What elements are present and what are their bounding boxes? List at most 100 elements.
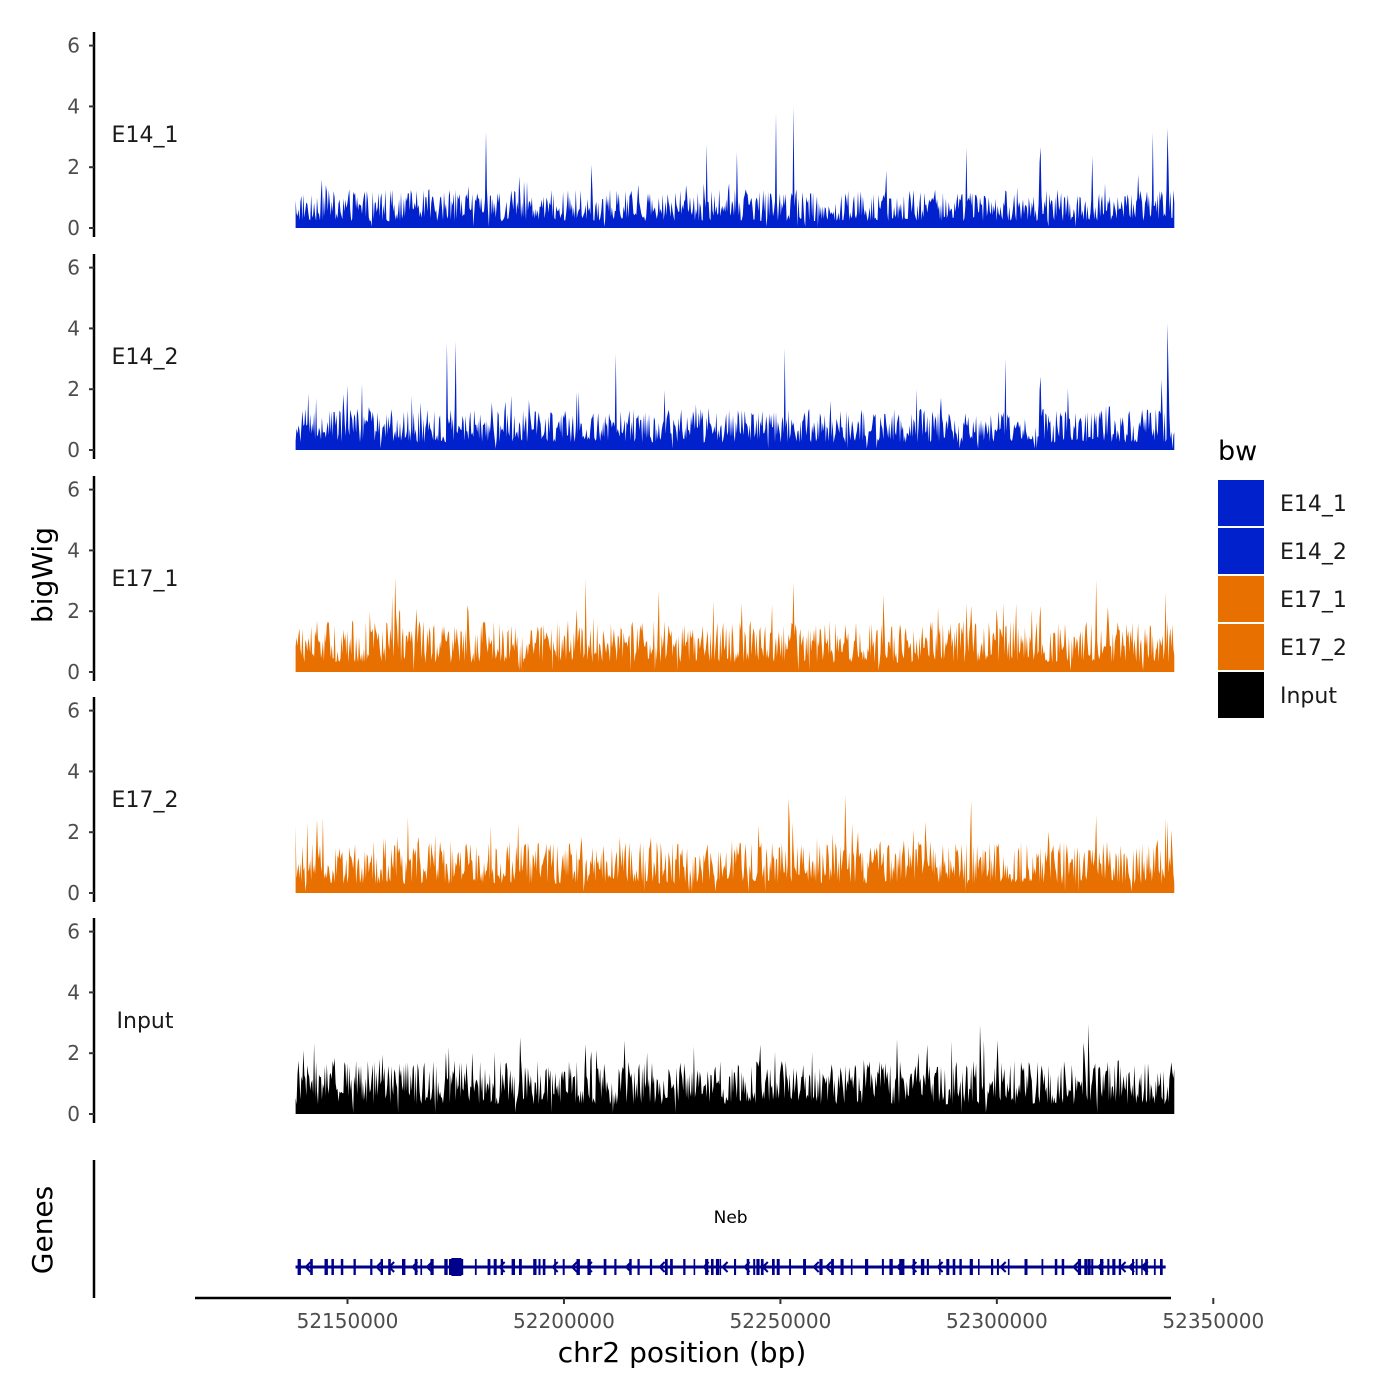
track-Input: 0 2 4 6 Input	[67, 918, 1175, 1126]
exon	[310, 1259, 313, 1275]
legend-label: E17_1	[1280, 588, 1347, 613]
y-tick-label: 6	[67, 478, 80, 502]
y-tick-label: 4	[67, 980, 80, 1004]
y-tick-label: 2	[67, 155, 80, 179]
exon	[756, 1259, 760, 1275]
y-tick-label: 4	[67, 94, 80, 118]
exon	[402, 1259, 406, 1275]
exon	[1145, 1259, 1148, 1275]
track-label: E17_1	[112, 567, 179, 592]
exon	[991, 1259, 994, 1275]
exon	[1088, 1259, 1091, 1275]
track-E17_2: 0 2 4 6 E17_2	[67, 697, 1175, 905]
exon	[1091, 1259, 1094, 1275]
strand-arrow	[570, 1261, 578, 1273]
exon	[370, 1259, 373, 1275]
legend-label: E14_1	[1280, 492, 1347, 517]
y-tick-label: 2	[67, 599, 80, 623]
exon	[511, 1259, 515, 1275]
exon	[1112, 1259, 1116, 1275]
legend-swatch-E17_1	[1218, 576, 1264, 622]
exon	[1007, 1259, 1010, 1275]
exon	[444, 1259, 448, 1275]
strand-arrow	[812, 1261, 820, 1273]
strand-arrow	[304, 1261, 312, 1273]
exon	[1077, 1259, 1082, 1275]
exon	[297, 1259, 301, 1275]
exon	[324, 1259, 328, 1275]
track-label: E14_1	[112, 123, 179, 148]
exon	[1160, 1259, 1163, 1275]
strand-arrow	[425, 1261, 433, 1273]
x-tick-label: 52200000	[513, 1309, 615, 1333]
signal-area-E17_1	[295, 577, 1175, 672]
exon	[776, 1259, 780, 1275]
exon	[840, 1259, 844, 1275]
exon	[996, 1259, 999, 1275]
exon	[1024, 1259, 1028, 1275]
exon	[1141, 1259, 1143, 1275]
exon	[340, 1259, 344, 1275]
y-tick-label: 2	[67, 377, 80, 401]
x-axis: 52150000 52200000 52250000 52300000 52350000	[195, 1296, 1264, 1333]
exon	[850, 1259, 853, 1275]
exon	[576, 1259, 580, 1275]
exon	[978, 1259, 980, 1275]
strand-arrow	[936, 1261, 944, 1273]
exon	[969, 1259, 973, 1275]
legend-swatch-E14_2	[1218, 528, 1264, 574]
exon	[899, 1259, 903, 1275]
exon	[331, 1259, 334, 1275]
y-tick-label: 0	[67, 660, 80, 684]
exon	[500, 1259, 503, 1275]
x-tick-label: 52250000	[730, 1309, 832, 1333]
x-axis-title: chr2 position (bp)	[558, 1336, 807, 1369]
exon	[542, 1259, 546, 1275]
exon	[487, 1259, 491, 1275]
y-tick-label: 6	[67, 34, 80, 58]
exon	[649, 1259, 653, 1275]
exon	[912, 1259, 915, 1275]
genes-panel: Neb	[92, 1160, 1166, 1298]
exon	[902, 1259, 905, 1275]
track-E17_1: 0 2 4 6 E17_1	[67, 476, 1175, 684]
strand-arrow	[375, 1261, 383, 1273]
exon	[1041, 1259, 1044, 1275]
exon	[388, 1259, 391, 1275]
exon	[719, 1259, 722, 1275]
strand-arrow	[721, 1261, 729, 1273]
track-label: Input	[117, 1009, 174, 1034]
exon	[1061, 1259, 1065, 1275]
signal-area-E14_2	[295, 323, 1175, 450]
x-tick-label: 52150000	[297, 1309, 399, 1333]
exon	[920, 1259, 925, 1275]
legend-label: E14_2	[1280, 540, 1347, 565]
exon	[420, 1259, 423, 1275]
y-tick-label: 4	[67, 538, 80, 562]
exon	[1084, 1259, 1088, 1275]
exon	[554, 1259, 556, 1275]
strand-arrow	[1072, 1261, 1080, 1273]
y-tick-label: 0	[67, 1102, 80, 1126]
exon	[881, 1259, 884, 1275]
exon	[789, 1259, 791, 1275]
y-tick-label: 2	[67, 1041, 80, 1065]
track-label: E14_2	[112, 345, 179, 370]
exon	[430, 1259, 434, 1275]
exon	[353, 1259, 356, 1275]
exon	[926, 1259, 929, 1275]
exon	[803, 1259, 806, 1275]
exon	[637, 1259, 640, 1275]
y-tick-label: 6	[67, 699, 80, 723]
exon	[946, 1259, 950, 1275]
y-tick-label: 0	[67, 881, 80, 905]
exon	[459, 1259, 464, 1275]
x-tick-label: 52300000	[946, 1309, 1048, 1333]
legend-swatch-E17_2	[1218, 624, 1264, 670]
exon	[1100, 1259, 1104, 1275]
exon	[1132, 1259, 1134, 1275]
signal-area-E17_2	[295, 794, 1175, 893]
y-tick-label: 6	[67, 920, 80, 944]
exon	[449, 1259, 452, 1275]
gene-label: Neb	[714, 1208, 748, 1228]
